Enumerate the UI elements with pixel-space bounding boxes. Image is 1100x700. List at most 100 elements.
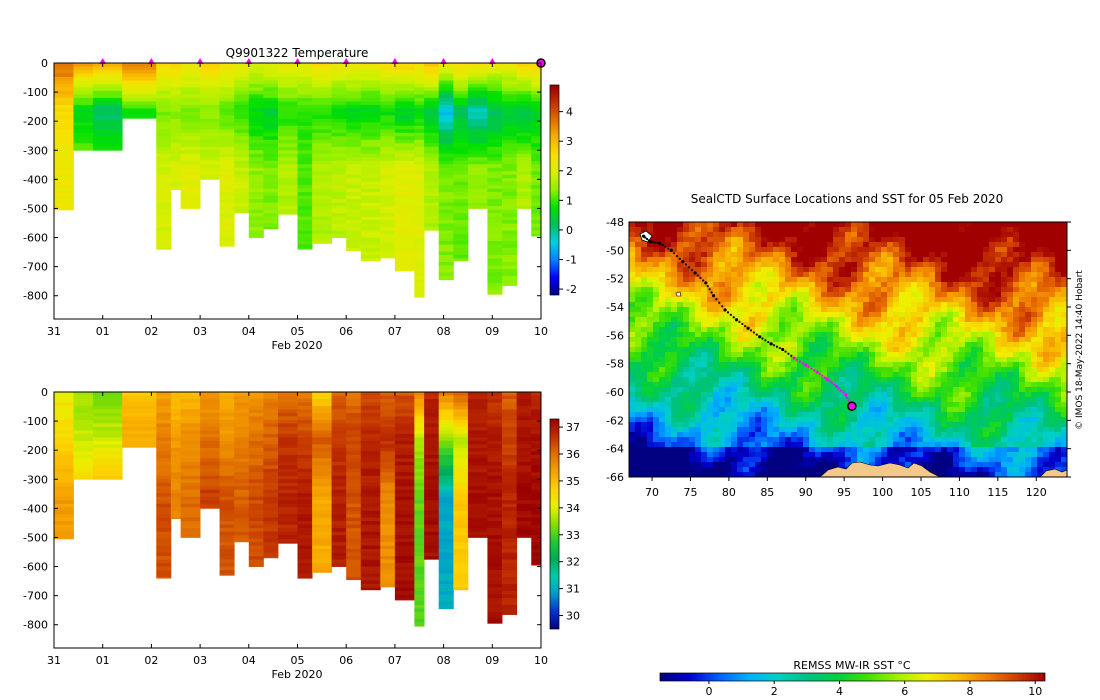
sst-pixel (725, 312, 732, 318)
section-cell (502, 514, 518, 519)
section-cell (516, 94, 532, 99)
section-cell (360, 122, 381, 127)
section-cell (248, 517, 264, 522)
section-cell (360, 479, 381, 484)
sst-pixel (875, 277, 882, 283)
section-cell (200, 500, 220, 505)
section-cell (438, 604, 454, 609)
sst-pixel (941, 322, 948, 328)
section-cell (360, 66, 381, 71)
sst-pixel (797, 327, 804, 333)
sst-pixel (779, 267, 786, 273)
sst-pixel (995, 287, 1002, 293)
sst-pixel (929, 222, 936, 228)
sst-pixel (905, 292, 912, 298)
section-cell (438, 563, 454, 567)
sst-pixel (701, 232, 708, 238)
section-cell (453, 160, 469, 165)
section-cell (502, 185, 518, 190)
sst-pixel (749, 267, 756, 273)
sst-pixel (911, 317, 918, 323)
section-cell (312, 440, 332, 445)
sst-pixel (959, 272, 966, 278)
section-cell (438, 223, 454, 228)
section-cell (248, 559, 264, 564)
section-cell (180, 202, 201, 207)
section-cell (234, 108, 250, 113)
sst-pixel (839, 282, 846, 288)
section-cell (394, 440, 415, 445)
section-cell (394, 475, 415, 480)
sst-pixel (743, 352, 750, 358)
sst-pixel (821, 332, 828, 338)
section-cell (200, 111, 220, 116)
section-cell (516, 524, 532, 529)
sst-pixel (1049, 322, 1056, 328)
section-cell (487, 139, 503, 144)
section-cell (312, 146, 332, 151)
sst-pixel (983, 232, 990, 238)
section-cell (200, 489, 220, 494)
y-tick-label: -700 (23, 590, 48, 603)
sst-pixel (1055, 347, 1062, 353)
sst-pixel (647, 262, 654, 268)
section-cell (414, 209, 425, 214)
section-cell (438, 392, 454, 396)
sst-pixel (1061, 247, 1067, 253)
sst-pixel (881, 297, 888, 303)
section-cell (453, 248, 469, 252)
section-cell (312, 171, 332, 176)
section-cell (248, 160, 264, 165)
section-cell (278, 136, 298, 141)
section-cell (170, 479, 182, 484)
section-cell (346, 122, 362, 127)
section-cell (453, 101, 469, 106)
section-cell (263, 101, 279, 106)
sst-pixel (887, 237, 894, 243)
section-cell (312, 482, 332, 487)
sst-row (629, 307, 1067, 313)
sst-pixel (809, 232, 816, 238)
section-cell (278, 94, 298, 99)
section-cell (297, 143, 313, 148)
sst-pixel (647, 227, 654, 233)
section-cell (234, 69, 250, 74)
section-cell (234, 402, 250, 407)
section-cell (414, 76, 425, 81)
sst-pixel (947, 312, 954, 318)
section-cell (380, 454, 396, 459)
sst-pixel (797, 287, 804, 293)
sst-pixel (1019, 287, 1026, 293)
section-cell (180, 164, 201, 169)
section-cell (263, 437, 279, 442)
temperature-x-axis: 31 01 02 03 04 05 06 07 08 09 10 (47, 63, 548, 338)
profile-column (414, 63, 425, 298)
section-cell (278, 69, 298, 74)
sst-pixel (923, 312, 930, 318)
sst-pixel (881, 292, 888, 298)
section-cell (531, 188, 541, 193)
section-cell (414, 178, 425, 183)
sst-pixel (743, 242, 750, 248)
section-cell (200, 479, 220, 484)
section-cell (531, 69, 541, 74)
sst-pixel (767, 282, 774, 288)
sst-pixel (1001, 252, 1008, 258)
section-cell (438, 136, 454, 141)
sst-pixel (1019, 312, 1026, 318)
sst-pixel (881, 342, 888, 348)
section-cell (487, 164, 503, 169)
section-cell (424, 80, 440, 85)
sst-pixel (827, 262, 834, 268)
section-cell (156, 433, 172, 438)
y-tick-label: -600 (23, 232, 48, 245)
section-cell (424, 146, 440, 151)
section-cell (502, 482, 518, 487)
sst-pixel (731, 262, 738, 268)
sst-pixel (935, 232, 942, 238)
sst-pixel (641, 262, 648, 268)
sst-pixel (899, 317, 906, 323)
section-cell (531, 419, 541, 424)
section-cell (380, 444, 396, 449)
section-cell (73, 451, 94, 456)
